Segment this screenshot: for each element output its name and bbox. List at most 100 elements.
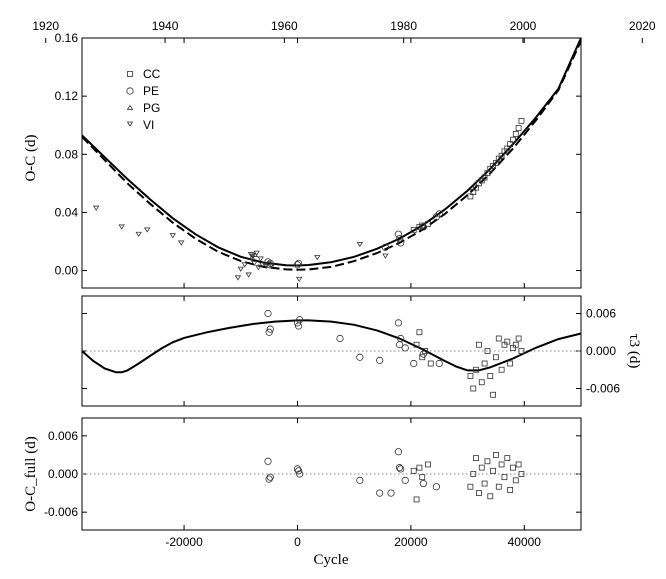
- ltte-point-pe: [394, 319, 403, 327]
- residual-point-pe: [401, 476, 409, 484]
- legend-symbol-pg: [126, 104, 134, 110]
- residual-point-cc: [512, 477, 519, 484]
- ltte-point-cc: [419, 354, 426, 361]
- oc-point-pe: [394, 230, 403, 238]
- ltte-point-cc: [493, 354, 499, 361]
- ltte-point-cc: [416, 329, 423, 336]
- oc-point-cc: [410, 226, 417, 233]
- oc-point-vi: [255, 265, 262, 271]
- residual-point-pe: [394, 448, 403, 456]
- year-tick-label: 1940: [152, 19, 179, 33]
- legend-label-cc: CC: [143, 67, 161, 81]
- ltte-point-pe: [266, 325, 274, 333]
- oc-point-vi: [251, 260, 258, 267]
- residual-ytick-label: -0.006: [44, 505, 78, 519]
- residual-point-pe: [395, 464, 404, 472]
- ltte-point-cc: [478, 379, 485, 386]
- residual-point-cc: [470, 471, 477, 477]
- residual-point-cc: [424, 461, 431, 468]
- oc-point-pe: [395, 234, 404, 243]
- oc-point-cc: [512, 131, 519, 137]
- oc-point-vi: [382, 253, 389, 259]
- residual-point-pe: [264, 457, 272, 465]
- legend-label-pg: PG: [143, 101, 160, 115]
- oc-point-pe: [381, 243, 389, 251]
- oc-y-axis-label: O-C (d): [23, 134, 39, 181]
- oc-curve-dashed: [81, 40, 582, 271]
- oc-point-vi: [356, 241, 364, 248]
- oc-ytick-label: 0.12: [55, 89, 79, 103]
- residual-point-cc: [484, 458, 491, 465]
- residual-point-cc: [473, 455, 479, 461]
- residual-point-pe: [295, 467, 303, 475]
- chart-plot-layer: 0.00 0.04 0.08 0.12 0.16 0.006 0.000 -0.006 0.00…: [32, 19, 656, 549]
- oc-ytick-label: 0.00: [55, 264, 79, 278]
- oc-ytick-label: 0.16: [55, 31, 79, 45]
- ltte-point-cc: [476, 341, 482, 348]
- residual-ytick-label: 0.000: [48, 467, 78, 481]
- oc-point-pe: [397, 239, 405, 247]
- ltte-ytick-label: 0.006: [586, 307, 616, 321]
- oc-ytick-label: 0.04: [55, 205, 79, 219]
- oc-point-pg: [248, 254, 256, 260]
- residual-point-pe: [293, 465, 302, 473]
- ltte-point-cc: [467, 373, 474, 379]
- oc-point-vi: [237, 266, 244, 272]
- residual-point-cc: [416, 464, 423, 471]
- ltte-point-pe: [410, 359, 418, 368]
- residual-point-cc: [481, 480, 488, 487]
- residual-point-cc: [498, 461, 505, 468]
- legend-label-vi: VI: [143, 118, 154, 132]
- ltte-point-cc: [515, 335, 522, 342]
- oc-point-vi: [247, 252, 255, 258]
- ltte-y-axis-label: τ3 (d): [626, 334, 642, 369]
- oc-point-vi: [259, 262, 266, 268]
- ltte-point-cc: [504, 338, 511, 345]
- ltte-point-cc: [422, 348, 428, 354]
- ltte-point-cc: [484, 348, 491, 354]
- year-tick-label: 1980: [390, 19, 417, 33]
- legend-symbol-pe: [126, 87, 134, 95]
- oc-point-vi: [234, 275, 242, 281]
- residual-point-pe: [432, 483, 441, 491]
- residual-point-cc: [501, 474, 508, 481]
- residual-point-pe: [356, 476, 364, 484]
- ltte-point-cc: [512, 341, 519, 348]
- year-tick-label: 1960: [271, 19, 298, 33]
- oc-point-vi: [135, 231, 142, 237]
- legend-label-pe: PE: [143, 84, 159, 98]
- ltte-curve-solid: [81, 319, 582, 374]
- residual-point-cc: [510, 464, 516, 471]
- residual-y-axis-label: O-C_full (d): [23, 436, 39, 511]
- oc-point-cc: [518, 117, 525, 124]
- oc-point-cc: [424, 221, 431, 227]
- ltte-point-pe: [336, 334, 344, 343]
- residual-point-cc: [476, 490, 482, 496]
- ltte-point-pe: [296, 316, 304, 324]
- ltte-point-cc: [507, 360, 514, 367]
- oc-point-vi: [118, 224, 125, 230]
- residual-point-cc: [515, 461, 522, 468]
- oc-point-cc: [515, 125, 522, 132]
- year-tick-label: 1920: [32, 19, 59, 33]
- year-tick-label: 2020: [629, 19, 656, 33]
- oc-point-vi: [178, 240, 185, 246]
- x-tick-label: 0: [294, 535, 301, 549]
- oc-point-pe: [435, 210, 443, 218]
- oc-point-pg: [251, 251, 259, 257]
- oc-ytick-label: 0.08: [55, 147, 79, 161]
- oc-point-vi: [314, 255, 321, 261]
- residual-point-cc: [504, 455, 511, 461]
- residual-point-pe: [419, 479, 427, 488]
- ltte-point-pe: [376, 356, 384, 364]
- oc-point-vi: [295, 276, 303, 283]
- ltte-point-cc: [490, 391, 497, 398]
- oc-panel-frame: [81, 37, 582, 289]
- oc-point-pe: [295, 259, 303, 267]
- residual-point-pe: [265, 475, 273, 483]
- oc-point-vi: [241, 262, 248, 268]
- residual-point-pe: [266, 473, 274, 481]
- oc-point-vi: [143, 227, 151, 233]
- oc-point-pe: [266, 259, 274, 267]
